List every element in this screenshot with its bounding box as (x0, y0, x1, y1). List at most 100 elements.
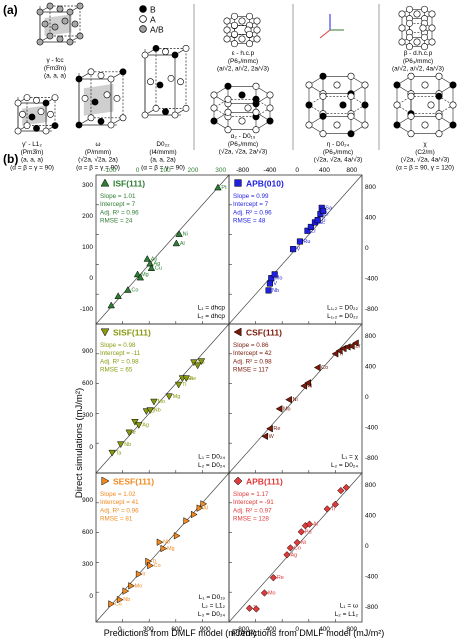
atom (405, 5, 413, 13)
data-point (290, 246, 297, 253)
panel-title: APB(010) (246, 179, 284, 189)
data-point (165, 393, 173, 401)
panel-a: (a) BAA/B γ - fcc(Fm3̄m)(a, a, a)γ' - L1… (3, 2, 457, 171)
data-point (160, 544, 168, 553)
layer-note: L₂ = D0₂₄ (331, 462, 358, 469)
data-point (124, 286, 132, 293)
point-label: Nb (272, 288, 279, 294)
y-tick-label: 100 (82, 244, 93, 251)
axis-triad-icon (319, 14, 344, 39)
structure-angles: (α = β = γ = 90) (10, 164, 54, 171)
data-point (128, 582, 135, 590)
panel-b: (b) -100 0 100 200 300 -800 -400 0 400 800 800 400… (3, 152, 384, 638)
point-label: Mg (141, 272, 149, 278)
atom (405, 19, 413, 27)
point-label: Nb (154, 408, 161, 414)
y-tick-label: 300 (82, 412, 93, 419)
point-label: Zr (311, 228, 316, 234)
data-point (286, 544, 295, 552)
y-axis-title: Direct simulations (mJ/m²) (74, 388, 85, 498)
data-point (320, 207, 327, 214)
atom (182, 45, 190, 52)
data-point (147, 561, 154, 570)
atom (56, 35, 64, 43)
structure-name: D0₂₂ (156, 141, 170, 148)
data-point (108, 600, 116, 608)
point-label: W (269, 434, 275, 440)
fit-stat: Slope = 1.17 (233, 491, 269, 498)
fit-stat: RMSE = 48 (233, 218, 266, 225)
atom (141, 51, 149, 59)
atom (182, 105, 190, 112)
point-label: Pd (305, 529, 312, 535)
atom (107, 121, 115, 129)
point-label: Mo (268, 590, 276, 596)
right-tick-label: -400 (365, 425, 378, 432)
structure-params: (a/√2, a/√2, 4a/√3) (392, 65, 444, 73)
structure-name: χ (423, 141, 427, 148)
layer-note: L₁ = χ (341, 454, 358, 461)
point-label: V (273, 281, 277, 287)
layer-note: L₁ = dhcp (198, 305, 226, 312)
structure-name: ω (96, 141, 101, 148)
right-tick-label: 400 (365, 215, 376, 222)
right-tick-label: 400 (365, 513, 376, 520)
structure-group: (P/mmm) (85, 149, 111, 156)
top-tick-label: 400 (319, 167, 330, 174)
layer-note: L₂ = dhcp (197, 313, 225, 320)
data-point (307, 223, 314, 231)
atom (319, 112, 327, 120)
atom (413, 10, 421, 18)
data-point (136, 273, 145, 281)
point-label: Ti (321, 218, 325, 224)
atom (252, 95, 260, 103)
fit-stat: RMSE = 81 (100, 516, 133, 523)
point-label: Mg (173, 394, 181, 400)
data-point (108, 449, 116, 457)
atom (33, 96, 40, 104)
atom (253, 26, 261, 34)
legend-marker (139, 25, 147, 33)
data-point (200, 500, 208, 508)
structure-name: ε - h.c.p (232, 50, 255, 57)
atom (420, 43, 428, 51)
atom (162, 48, 169, 56)
data-point (271, 271, 278, 278)
x-tick-label: 900 (200, 626, 211, 633)
alpha2-d019-cell (210, 82, 274, 134)
x-tick-label: 300 (143, 626, 154, 633)
point-label: Fe (190, 376, 196, 382)
title-marker (233, 476, 243, 486)
layer-note: L₃ = D0₂₄ (198, 611, 226, 618)
atom (319, 72, 327, 80)
structure-group: (Pm3̄m) (21, 149, 44, 156)
atom (47, 110, 54, 118)
point-label: Mo (157, 399, 165, 405)
atom (14, 99, 22, 107)
structure-params: (√2a, √2a, 4a/√3) (401, 156, 450, 164)
data-point (305, 520, 314, 528)
right-tick-label: -400 (365, 276, 378, 283)
structure-name: α₂ - D0₁₉ (231, 133, 256, 140)
atom (428, 38, 436, 46)
atom (238, 17, 246, 25)
atom (361, 81, 369, 89)
fit-stat: RMSE = 117 (233, 367, 269, 374)
atom (171, 111, 179, 119)
data-point (260, 589, 269, 597)
right-tick-label: 800 (365, 184, 376, 191)
atom (398, 24, 406, 32)
atom (333, 121, 341, 129)
data-point (175, 230, 183, 237)
title-marker (234, 179, 242, 187)
atom (75, 75, 83, 83)
fit-stat: Adj. R² = 0.98 (100, 358, 139, 365)
top-tick-label: 300 (215, 167, 226, 174)
atom (319, 92, 327, 100)
structure-group: (P6₃/mmc) (228, 58, 258, 65)
atom (14, 127, 22, 135)
point-label: Ag (154, 261, 161, 267)
structure-group: (P6₃/mmc) (403, 58, 433, 65)
